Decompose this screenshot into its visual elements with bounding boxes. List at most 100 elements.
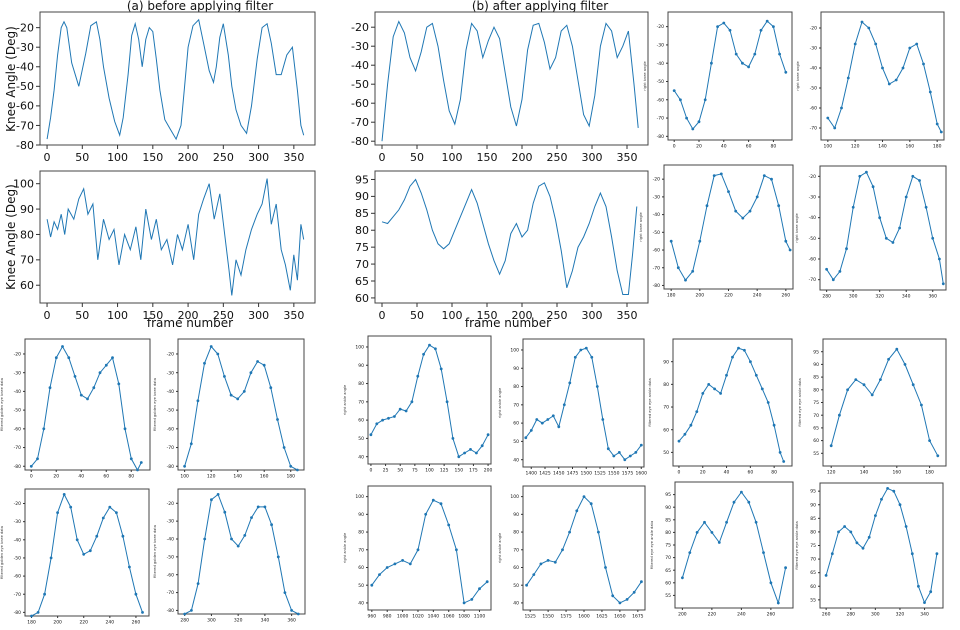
data-point xyxy=(904,525,908,528)
x-tick-label: 300 xyxy=(582,151,603,164)
y-tick-label: -20 xyxy=(167,352,174,358)
data-point xyxy=(749,360,752,364)
data-point xyxy=(79,393,83,397)
y-tick-label: 65 xyxy=(355,275,369,288)
data-point xyxy=(375,422,379,426)
y-axis-label: filtered eye eye ankle data xyxy=(795,521,799,569)
series-line xyxy=(381,20,639,142)
data-point xyxy=(141,611,144,614)
x-tick-label: 1575 xyxy=(622,471,634,477)
y-axis-label: filtered eye eye ankle data xyxy=(648,378,652,426)
x-tick-label: 20 xyxy=(700,470,706,476)
data-point xyxy=(601,418,605,421)
panel-e4: 1525 1550 1575 1600 1625 1650 1675 40 50 60 70 80 90… xyxy=(498,485,646,620)
y-tick-label: 100 xyxy=(13,178,34,191)
data-point xyxy=(840,106,843,110)
data-point xyxy=(606,447,610,451)
data-point xyxy=(393,562,397,566)
y-tick-label: 55 xyxy=(810,597,816,603)
x-tick-label: 20 xyxy=(53,474,59,480)
x-tick-label: 340 xyxy=(902,294,911,300)
y-tick-label: -70 xyxy=(809,277,816,283)
x-tick-label: 60 xyxy=(103,474,109,480)
panel-f2: 120 140 160 180 55 60 65 70 75 80 85 90 95 filtered e… xyxy=(798,338,947,476)
y-tick-label: 60 xyxy=(813,438,819,444)
data-point xyxy=(917,584,920,588)
data-point xyxy=(923,601,926,604)
data-point xyxy=(82,552,86,556)
data-point xyxy=(75,538,79,542)
data-point xyxy=(101,516,105,520)
y-axis-label: filtered eye eye ankle data xyxy=(798,378,802,426)
series-line xyxy=(825,487,938,604)
data-point xyxy=(784,239,788,243)
x-tick-label: 1100 xyxy=(474,614,486,620)
y-tick-label: -50 xyxy=(167,408,174,414)
data-point xyxy=(129,457,133,461)
data-point xyxy=(640,580,643,584)
data-point xyxy=(722,21,726,25)
panel-a1: 0 50 100 150 200 250 300 350 -80 -70 -60 -50 -40 -30 -… xyxy=(16,11,316,164)
data-point xyxy=(903,363,907,366)
panel-frame xyxy=(367,335,492,465)
y-tick-label: -50 xyxy=(14,556,21,562)
series-line xyxy=(46,18,305,141)
y-tick-label: -40 xyxy=(351,59,369,72)
data-point xyxy=(853,42,857,46)
data-point xyxy=(762,551,765,554)
data-point xyxy=(741,216,745,220)
data-point xyxy=(727,190,730,194)
data-point xyxy=(936,454,940,458)
data-point xyxy=(683,432,687,436)
y-tick-label: 90 xyxy=(810,502,816,508)
data-point xyxy=(249,371,253,375)
y-tick-label: 60 xyxy=(810,584,816,590)
y-tick-label: 70 xyxy=(813,413,819,419)
y-tick-label: 80 xyxy=(355,224,369,237)
data-point xyxy=(826,116,830,120)
y-tick-label: 50 xyxy=(358,436,364,442)
data-point xyxy=(911,383,915,387)
panel-e1: 0 25 50 75 100 125 150 175 200 40 50 60 70 80 90 100 rig… xyxy=(343,335,493,474)
y-tick-label: 95 xyxy=(355,173,369,186)
x-tick-label: 1575 xyxy=(560,614,572,620)
data-point xyxy=(922,62,925,66)
y-tick-label: -70 xyxy=(351,116,369,129)
y-tick-label: 80 xyxy=(663,382,669,388)
data-point xyxy=(276,418,279,421)
y-axis-label: right knee angle xyxy=(796,60,800,90)
y-tick-label: -50 xyxy=(167,554,174,560)
x-tick-label: 200 xyxy=(178,309,199,322)
x-tick-label: 0 xyxy=(369,468,372,474)
y-tick-label: -50 xyxy=(809,236,816,242)
x-tick-label: 0 xyxy=(44,309,51,322)
data-point xyxy=(778,52,781,56)
y-tick-label: -60 xyxy=(167,572,174,578)
x-tick-label: 280 xyxy=(180,618,189,624)
data-point xyxy=(681,576,684,580)
data-point xyxy=(589,502,593,506)
y-tick-label: -30 xyxy=(14,519,21,525)
data-point xyxy=(470,598,474,601)
y-tick-label: 90 xyxy=(813,362,819,368)
panel-b1: 0 50 100 150 200 250 300 350 -80 -70 -60 -50 -40 -30 -… xyxy=(351,11,649,164)
data-point xyxy=(759,28,763,32)
x-tick-label: 150 xyxy=(142,309,163,322)
x-tick-label: 100 xyxy=(107,151,128,164)
y-tick-label: 70 xyxy=(513,547,519,553)
y-tick-label: -50 xyxy=(810,86,817,92)
data-point xyxy=(393,415,396,418)
y-tick-label: 80 xyxy=(358,381,364,387)
data-point xyxy=(725,373,728,377)
panel-b2: 0 50 100 150 200 250 300 350 60 65 70 75 80 85 90 95 xyxy=(355,170,649,322)
data-point xyxy=(67,356,71,360)
data-point xyxy=(770,177,773,181)
x-tick-label: 1000 xyxy=(397,614,409,620)
y-tick-label: -70 xyxy=(810,126,817,132)
y-tick-label: -60 xyxy=(14,426,21,432)
data-point xyxy=(862,383,866,387)
y-tick-label: -80 xyxy=(167,464,174,470)
data-point xyxy=(216,352,220,356)
y-tick-label: -20 xyxy=(16,21,34,34)
x-tick-label: 1060 xyxy=(443,614,455,620)
